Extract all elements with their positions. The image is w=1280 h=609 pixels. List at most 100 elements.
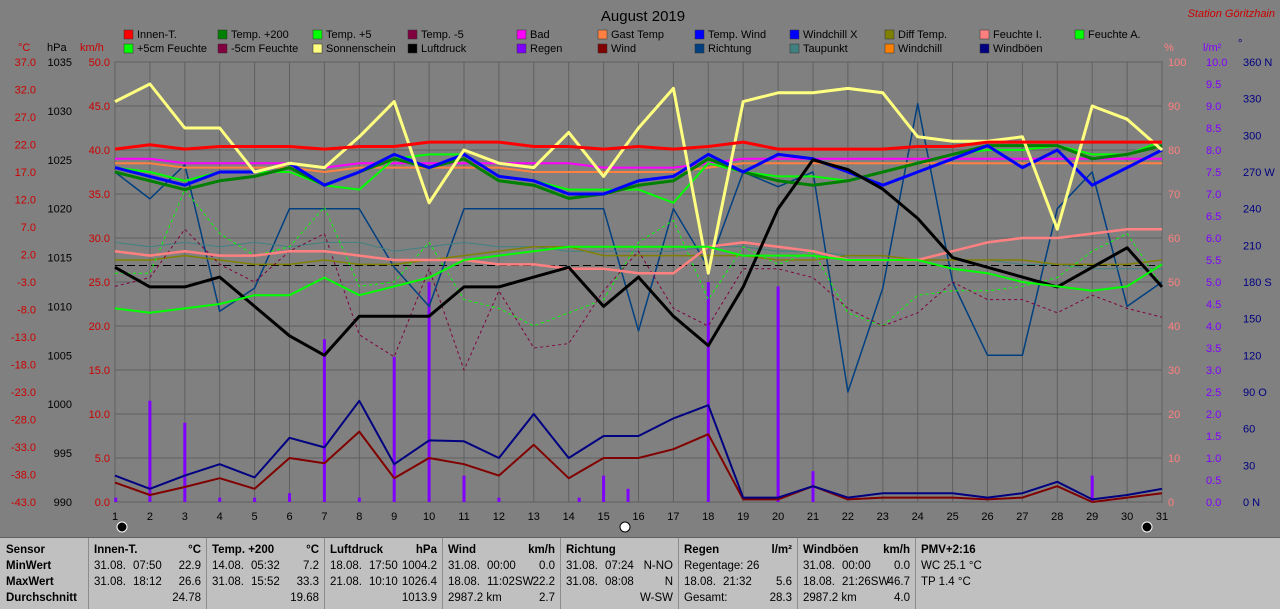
max-time: 15:52 (251, 576, 280, 588)
tick-day: 30 (1121, 511, 1133, 523)
legend-swatch (217, 29, 228, 40)
panel-title: Luftdruck (330, 544, 384, 556)
tick-kmh: 50.0 (89, 57, 110, 69)
legend-label: Regen (530, 43, 562, 55)
avg-value: 4.0 (894, 592, 910, 604)
avg-label: 2987.2 km (803, 592, 857, 604)
legend-label: Gast Temp (611, 29, 664, 41)
legend-label: Windchill (898, 43, 942, 55)
tick-lm2: 2.5 (1206, 387, 1221, 399)
panel-unit: hPa (415, 544, 437, 556)
tick-day: 24 (912, 511, 924, 523)
tick-day: 14 (563, 511, 575, 523)
legend-label: Temp. +5 (326, 29, 372, 41)
tick-day: 31 (1156, 511, 1168, 523)
min-date: Regentage: 26 (684, 560, 760, 572)
max-value: N (664, 576, 673, 588)
tick-degc: -13.0 (11, 332, 36, 344)
max-date: 18.08. (803, 576, 835, 588)
tick-pct: 30 (1168, 365, 1180, 377)
label-minwert: MinWert (6, 560, 52, 572)
legend-label: +5cm Feuchte (137, 43, 207, 55)
tick-hpa: 990 (54, 497, 72, 509)
legend-swatch (312, 43, 323, 54)
tick-lm2: 6.0 (1206, 233, 1221, 245)
tick-day: 15 (597, 511, 609, 523)
max-value: 46.7 (887, 576, 910, 588)
max-time: 18:12 (133, 576, 162, 588)
tick-pct: 0 (1168, 497, 1174, 509)
panel-unit: km/h (883, 544, 910, 556)
min-date: 14.08. (212, 560, 244, 572)
legend-swatch (694, 29, 705, 40)
tick-kmh: 35.0 (89, 189, 110, 201)
tick-lm2: 8.0 (1206, 145, 1221, 157)
tick-hpa: 1005 (48, 350, 72, 362)
tick-lm2: 4.0 (1206, 321, 1221, 333)
stats-panel: Richtung 31.08. 07:24 N-NO 31.08. 08:08 N W-SW (560, 538, 679, 609)
tick-day: 19 (737, 511, 749, 523)
legend-swatch (979, 29, 990, 40)
max-time: 10:10 (369, 576, 398, 588)
tick-hpa: 995 (54, 448, 72, 460)
panel-title: PMV+2:16 (921, 544, 976, 556)
max-date: 21.08. (330, 576, 362, 588)
avg-value: 28.3 (769, 592, 792, 604)
tick-lm2: 6.5 (1206, 211, 1221, 223)
tick-day: 1 (112, 511, 118, 523)
series-line (114, 245, 1163, 314)
legend-label: Innen-T. (137, 29, 177, 41)
tick-dir: 0 N (1243, 497, 1260, 509)
tick-degc: -18.0 (11, 360, 36, 372)
max-value: 5.6 (776, 576, 792, 588)
tick-lm2: 1.5 (1206, 431, 1221, 443)
legend-label: Taupunkt (803, 43, 848, 55)
legend-swatch (407, 43, 418, 54)
tick-degc: -8.0 (17, 305, 36, 317)
tick-day: 20 (772, 511, 784, 523)
tick-dir: 240 (1243, 204, 1261, 216)
panel-title: Richtung (566, 544, 616, 556)
tick-dir: 90 O (1243, 387, 1267, 399)
legend-label: Feuchte I. (993, 29, 1042, 41)
max-date: 18.08. (448, 576, 480, 588)
tick-day: 8 (356, 511, 362, 523)
tick-day: 16 (632, 511, 644, 523)
tick-hpa: 1015 (48, 253, 72, 265)
min-time: 07:24 (605, 560, 634, 572)
tick-day: 26 (981, 511, 993, 523)
legend-label: Temp. -5 (421, 29, 464, 41)
legend-label: Windböen (993, 43, 1043, 55)
panel-title: Temp. +200 (212, 544, 275, 556)
legend-swatch (312, 29, 323, 40)
series-line (114, 227, 1162, 275)
legend-label: Diff Temp. (898, 29, 947, 41)
tick-kmh: 45.0 (89, 101, 110, 113)
tick-kmh: 40.0 (89, 145, 110, 157)
panel-unit: °C (306, 544, 319, 556)
tick-pct: 20 (1168, 409, 1180, 421)
legend-label: Temp. Wind (708, 29, 766, 41)
tick-day: 10 (423, 511, 435, 523)
tick-pct: 40 (1168, 321, 1180, 333)
legend-label: Wind (611, 43, 636, 55)
panel-title: Wind (448, 544, 476, 556)
series-line (114, 399, 1163, 501)
tick-lm2: 4.5 (1206, 299, 1221, 311)
series-line (115, 189, 1163, 327)
tick-kmh: 30.0 (89, 233, 110, 245)
panel-title: Innen-T. (94, 544, 138, 556)
label-sensor: Sensor (6, 544, 45, 556)
tick-lm2: 8.5 (1206, 123, 1221, 135)
legend-swatch (597, 29, 608, 40)
tick-degc: 17.0 (15, 167, 36, 179)
statistics-bar: Sensor MinWert MaxWert Durchschnitt Inne… (0, 537, 1280, 609)
legend-label: Bad (530, 29, 550, 41)
weather-chart: August 2019 Station Göritzhain °C hPa km/h% l… (11, 8, 1275, 533)
min-date: 18.08. (330, 560, 362, 572)
legend-swatch (884, 29, 895, 40)
unit-degc: °C (18, 42, 30, 54)
tick-kmh: 5.0 (95, 453, 110, 465)
tick-lm2: 9.0 (1206, 101, 1221, 113)
tick-pct: 50 (1168, 277, 1180, 289)
